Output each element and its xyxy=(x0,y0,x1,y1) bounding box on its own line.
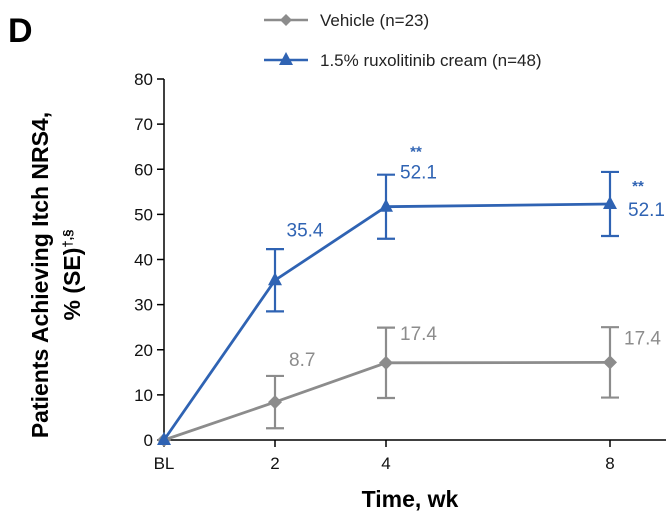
y-tick-label: 70 xyxy=(134,115,153,134)
data-point-ruxolitinib xyxy=(157,432,171,445)
data-point-vehicle xyxy=(268,395,282,410)
legend-marker-ruxolitinib xyxy=(279,52,293,65)
legend-label-ruxolitinib: 1.5% ruxolitinib cream (n=48) xyxy=(320,51,542,70)
data-point-ruxolitinib xyxy=(603,195,617,209)
data-label-vehicle: 17.4 xyxy=(400,324,437,345)
x-tick-label: 2 xyxy=(270,454,279,473)
plot-area: 8.7 17.4 17.4 35.4 52.1 52.1 ** ** xyxy=(157,144,665,447)
data-point-ruxolitinib xyxy=(379,198,393,212)
x-axis-title: Time, wk xyxy=(362,486,459,512)
x-tick-label: 8 xyxy=(605,454,614,473)
y-axis-title-superscript: †,§ xyxy=(60,230,75,248)
significance-ruxolitinib: ** xyxy=(410,144,422,161)
y-tick-label: 80 xyxy=(134,70,153,89)
y-tick-label: 60 xyxy=(134,160,153,179)
y-axis-title-line2: % (SE)†,§ xyxy=(59,230,85,321)
data-label-ruxolitinib: 52.1 xyxy=(628,200,665,221)
data-label-ruxolitinib: 52.1 xyxy=(400,163,437,184)
series-line-ruxolitinib xyxy=(162,202,611,441)
significance-ruxolitinib: ** xyxy=(632,178,644,195)
y-tick-label: 10 xyxy=(134,386,153,405)
y-tick-label: 20 xyxy=(134,341,153,360)
data-point-vehicle xyxy=(379,355,393,370)
y-tick-label: 0 xyxy=(144,431,153,450)
data-point-ruxolitinib xyxy=(268,272,282,286)
x-tick-label: BL xyxy=(154,454,175,473)
legend-label-vehicle: Vehicle (n=23) xyxy=(320,11,429,30)
y-tick-label: 30 xyxy=(134,296,153,315)
panel-label: D xyxy=(8,12,33,50)
data-label-vehicle: 8.7 xyxy=(289,350,315,371)
y-axis-title-main: % (SE) xyxy=(59,248,85,321)
data-point-vehicle xyxy=(603,355,617,370)
y-tick-label: 40 xyxy=(134,251,153,270)
data-label-vehicle: 17.4 xyxy=(624,328,661,349)
y-tick-label: 50 xyxy=(134,205,153,224)
legend-item-ruxolitinib: 1.5% ruxolitinib cream (n=48) xyxy=(264,51,542,70)
y-axis-title-line1: Patients Achieving Itch NRS4, xyxy=(27,112,53,438)
x-tick-label: 4 xyxy=(381,454,390,473)
axes: 0 10 20 30 40 50 60 70 80 BL 2 4 8 xyxy=(134,70,666,473)
series-line-vehicle xyxy=(163,360,611,442)
legend-item-vehicle: Vehicle (n=23) xyxy=(264,11,429,30)
legend-marker-vehicle xyxy=(280,14,292,26)
data-label-ruxolitinib: 35.4 xyxy=(287,220,324,241)
legend: Vehicle (n=23) 1.5% ruxolitinib cream (n… xyxy=(264,11,542,70)
